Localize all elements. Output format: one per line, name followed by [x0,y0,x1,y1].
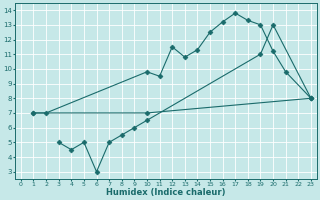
X-axis label: Humidex (Indice chaleur): Humidex (Indice chaleur) [106,188,226,197]
